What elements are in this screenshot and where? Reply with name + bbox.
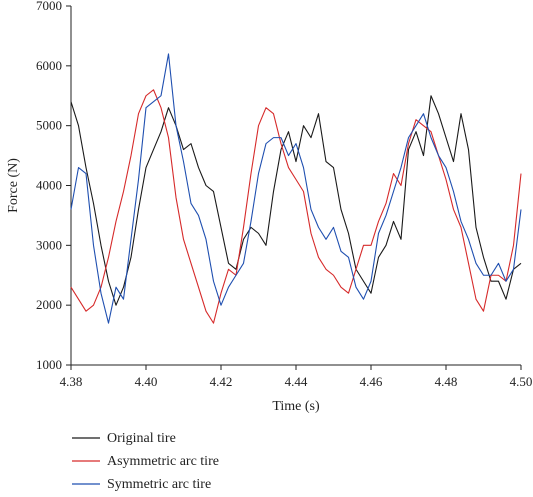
x-axis-ticks: 4.38 4.40 4.42 4.44 4.46 4.48 4.50 (60, 365, 533, 389)
y-tick-label: 4000 (36, 178, 62, 193)
x-tick-label: 4.48 (435, 374, 458, 389)
y-tick-label: 7000 (36, 0, 62, 13)
y-tick-label: 2000 (36, 297, 62, 312)
x-tick-label: 4.46 (360, 374, 383, 389)
x-tick-label: 4.42 (210, 374, 233, 389)
legend: Original tire Asymmetric arc tire Symmetri… (72, 431, 219, 492)
x-tick-label: 4.44 (285, 374, 308, 389)
y-tick-label: 5000 (36, 118, 62, 133)
x-tick-label: 4.38 (60, 374, 83, 389)
y-tick-label: 1000 (36, 357, 62, 372)
legend-label: Symmetric arc tire (107, 477, 211, 492)
series-line-symmetric-arc-tire (70, 53, 522, 324)
x-tick-label: 4.50 (510, 374, 533, 389)
y-tick-label: 3000 (36, 237, 62, 252)
series-layer (70, 53, 522, 324)
y-axis-ticks: 1000 2000 3000 4000 5000 6000 7000 (36, 0, 71, 372)
y-axis-label: Force (N) (6, 158, 21, 213)
legend-label: Asymmetric arc tire (107, 454, 219, 469)
x-tick-label: 4.40 (135, 374, 158, 389)
plot-area: 4.38 4.40 4.42 4.44 4.46 4.48 4.50 1000 2000 300… (36, 0, 532, 389)
series-line-asymmetric-arc-tire (70, 89, 522, 324)
y-tick-label: 6000 (36, 58, 62, 73)
x-axis-label: Time (s) (272, 399, 320, 414)
legend-label: Original tire (107, 431, 176, 446)
series-line-original-tire (70, 95, 522, 306)
